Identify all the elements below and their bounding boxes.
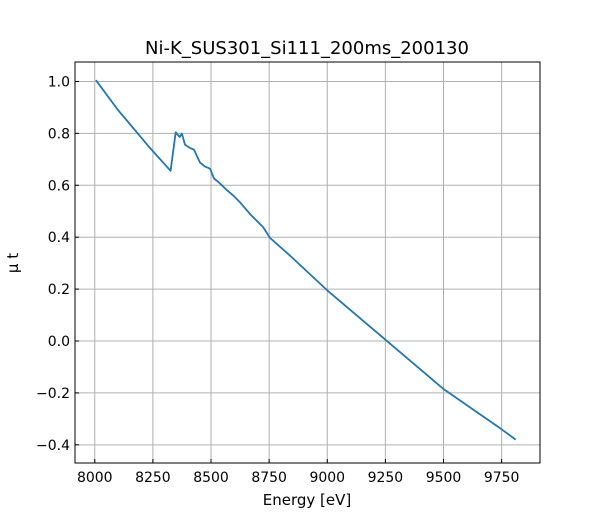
- ticks: 8000 8250 8500 8750 9000 9250 9500 9750 −0.4 −0.2…: [36, 74, 519, 486]
- x-axis-label: Energy [eV]: [263, 491, 351, 509]
- y-tick-label: −0.4: [36, 438, 70, 454]
- x-tick-label: 8000: [77, 470, 113, 486]
- y-tick-label: 0.4: [48, 230, 70, 246]
- grid: [75, 62, 540, 463]
- plot-frame: [74, 61, 541, 464]
- y-tick-label: 0.2: [48, 282, 70, 298]
- x-tick-label: 9750: [484, 470, 520, 486]
- y-tick-label: 0.6: [48, 178, 70, 194]
- series-layer: [95, 79, 517, 441]
- x-tick-label: 8750: [251, 470, 287, 486]
- x-tick-label: 8500: [193, 470, 229, 486]
- data-line: [95, 79, 517, 441]
- chart-title: Ni-K_SUS301_Si111_200ms_200130: [145, 38, 469, 59]
- x-tick-label: 9500: [426, 470, 462, 486]
- y-tick-label: 0.0: [48, 334, 70, 350]
- y-tick-label: 0.8: [48, 126, 70, 142]
- y-axis-label: μ t: [4, 253, 22, 273]
- x-tick-label: 9000: [309, 470, 345, 486]
- x-tick-label: 9250: [368, 470, 404, 486]
- x-tick-label: 8250: [135, 470, 171, 486]
- y-tick-label: −0.2: [36, 386, 70, 402]
- y-tick-label: 1.0: [48, 74, 70, 90]
